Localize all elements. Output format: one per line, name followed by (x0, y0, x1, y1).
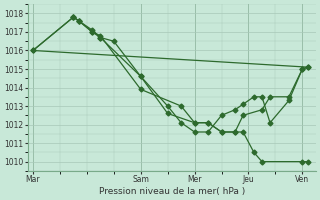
X-axis label: Pression niveau de la mer( hPa ): Pression niveau de la mer( hPa ) (99, 187, 245, 196)
